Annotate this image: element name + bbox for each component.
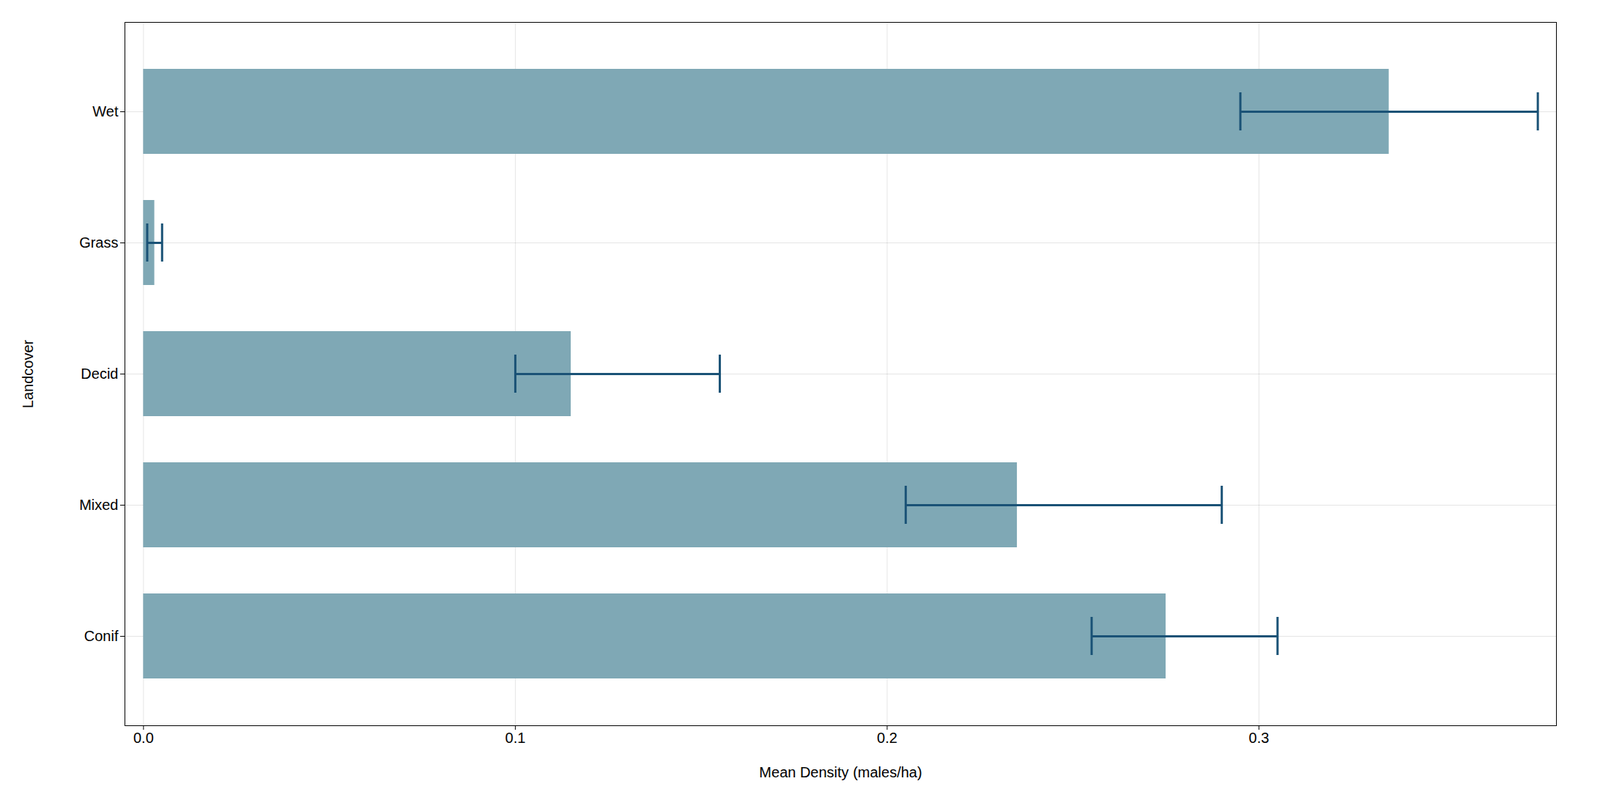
svg-text:Mean Density (males/ha): Mean Density (males/ha)	[758, 764, 922, 781]
svg-text:Landcover: Landcover	[19, 339, 36, 409]
svg-text:0.2: 0.2	[876, 729, 898, 746]
svg-text:0.1: 0.1	[505, 729, 527, 746]
svg-text:0.3: 0.3	[1249, 729, 1270, 746]
svg-text:Conif: Conif	[84, 627, 119, 644]
svg-text:0.0: 0.0	[133, 729, 154, 746]
svg-text:Decid: Decid	[80, 365, 118, 382]
svg-text:Mixed: Mixed	[79, 496, 118, 513]
svg-text:Grass: Grass	[79, 234, 118, 251]
svg-text:Wet: Wet	[92, 103, 119, 120]
